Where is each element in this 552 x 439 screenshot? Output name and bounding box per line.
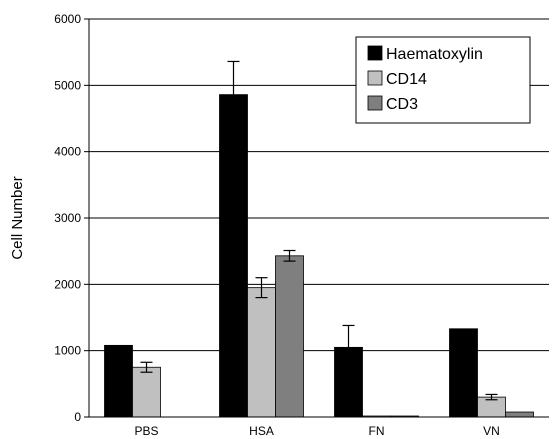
y-tick-label: 0 [74,410,81,424]
y-tick-label: 2000 [54,277,81,291]
y-tick-label: 1000 [54,344,81,358]
error-bars [140,60,498,401]
legend-label: Haematoxylin [386,46,483,63]
y-tick-label: 4000 [54,145,81,159]
x-category-label: VN [483,424,500,438]
x-category-label: FN [369,424,385,438]
y-tick-label: 6000 [54,12,81,26]
legend-label: CD14 [386,71,427,88]
legend: Haematoxylin CD14 CD3 [355,36,531,124]
y-tick-label: 5000 [54,78,81,92]
bar-hsa-haematoxylin [219,94,248,418]
y-axis-label: Cell Number [9,176,26,259]
legend-swatch [367,45,383,61]
bars [104,94,534,418]
x-category-labels: PBS HSA FN VN [134,424,499,438]
bar-vn-haematoxylin [449,328,478,418]
bar-vn-cd3 [505,411,534,418]
legend-swatch [367,95,383,111]
bar-pbs-cd14 [132,366,161,418]
y-tick-label: 3000 [54,211,81,225]
legend-label: CD3 [386,96,418,113]
x-category-label: HSA [249,424,274,438]
legend-swatch [367,70,383,86]
bar-pbs-haematoxylin [104,344,133,418]
bar-hsa-cd14 [247,287,276,418]
bar-hsa-cd3 [275,255,304,418]
y-tick-labels: 0 1000 2000 3000 4000 5000 6000 [54,12,81,424]
legend-box [355,36,531,124]
x-category-label: PBS [134,424,158,438]
axes [84,18,549,418]
